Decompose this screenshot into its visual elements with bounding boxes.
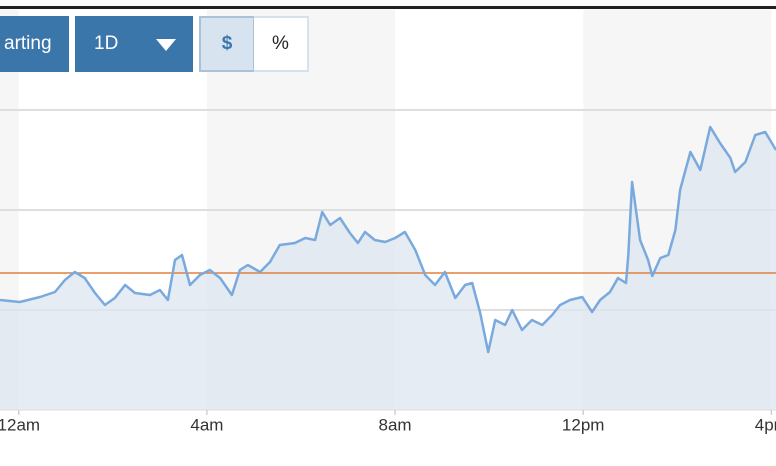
dollar-toggle[interactable]: $ — [199, 16, 255, 72]
x-tick-label: 12am — [0, 415, 40, 434]
button-label: $ — [221, 33, 233, 54]
button-label: arting — [4, 33, 52, 54]
top-border — [0, 6, 776, 9]
price-line — [0, 125, 776, 354]
area — [0, 127, 776, 410]
x-tick-label: 12pm — [562, 415, 605, 434]
x-tick-label: 4am — [190, 415, 223, 434]
chart-type-button[interactable]: arting — [0, 16, 69, 72]
x-tick-label: 4pm — [755, 415, 776, 434]
dropdown-arrow — [156, 39, 176, 51]
button-label: 1D — [94, 33, 119, 54]
percent-toggle[interactable]: % — [254, 16, 309, 72]
button-label: % — [272, 33, 289, 54]
x-tick-label: 8am — [379, 415, 412, 434]
range-dropdown[interactable]: 1D — [75, 16, 193, 72]
